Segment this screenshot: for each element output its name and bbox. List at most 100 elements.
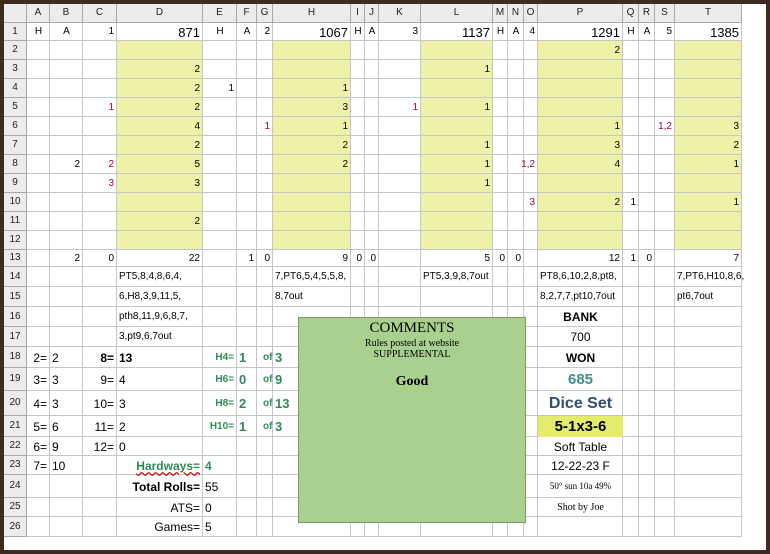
cell-f25[interactable] [237, 498, 257, 517]
cell-j10[interactable] [365, 193, 379, 212]
cell-e26[interactable] [203, 517, 237, 537]
cell-k13[interactable] [379, 250, 421, 267]
cell-b22[interactable] [50, 437, 83, 456]
cell-q18[interactable] [623, 347, 639, 368]
cell-f21[interactable] [237, 416, 257, 437]
cell-i2[interactable] [351, 41, 365, 60]
cell-q4[interactable] [623, 79, 639, 98]
cell-q20[interactable] [623, 391, 639, 416]
cell-g10[interactable] [257, 193, 273, 212]
cell-p16[interactable] [538, 307, 623, 327]
cell-l6[interactable] [421, 117, 493, 136]
cell-c24[interactable] [83, 475, 117, 498]
cell-r13[interactable] [639, 250, 655, 267]
cell-b5[interactable] [50, 98, 83, 117]
column-header-s[interactable]: S [655, 4, 675, 23]
cell-s25[interactable] [655, 498, 675, 517]
cell-o13[interactable] [524, 250, 538, 267]
cell-o17[interactable] [524, 327, 538, 347]
cell-b14[interactable] [50, 267, 83, 287]
cell-g11[interactable] [257, 212, 273, 231]
cell-r19[interactable] [639, 368, 655, 391]
select-all-corner[interactable] [4, 4, 27, 23]
cell-q17[interactable] [623, 327, 639, 347]
cell-n5[interactable] [508, 98, 524, 117]
cell-p6[interactable] [538, 117, 623, 136]
cell-i26[interactable] [351, 517, 365, 537]
column-header-t[interactable]: T [675, 4, 742, 23]
column-header-h[interactable]: H [273, 4, 351, 23]
cell-b25[interactable] [50, 498, 83, 517]
cell-i12[interactable] [351, 231, 365, 250]
cell-t8[interactable] [675, 155, 742, 174]
cell-b4[interactable] [50, 79, 83, 98]
cell-o12[interactable] [524, 231, 538, 250]
cell-f19[interactable] [237, 368, 257, 391]
cell-i10[interactable] [351, 193, 365, 212]
cell-b10[interactable] [50, 193, 83, 212]
cell-o18[interactable] [524, 347, 538, 368]
cell-t9[interactable] [675, 174, 742, 193]
cell-f1[interactable] [237, 23, 257, 41]
cell-d9[interactable] [117, 174, 203, 193]
cell-l15[interactable] [421, 287, 493, 307]
row-header-7[interactable]: 7 [4, 136, 27, 155]
cell-n15[interactable] [508, 287, 524, 307]
cell-r20[interactable] [639, 391, 655, 416]
cell-p8[interactable] [538, 155, 623, 174]
cell-b13[interactable] [50, 250, 83, 267]
cell-n13[interactable] [508, 250, 524, 267]
cell-g24[interactable] [257, 475, 273, 498]
cell-q19[interactable] [623, 368, 639, 391]
cell-h5[interactable] [273, 98, 351, 117]
row-header-18[interactable]: 18 [4, 347, 27, 368]
cell-e13[interactable] [203, 250, 237, 267]
cell-q6[interactable] [623, 117, 639, 136]
row-header-26[interactable]: 26 [4, 517, 27, 537]
cell-b19[interactable] [50, 368, 83, 391]
cell-g2[interactable] [257, 41, 273, 60]
cell-q7[interactable] [623, 136, 639, 155]
cell-a21[interactable] [27, 416, 50, 437]
cell-j14[interactable] [365, 267, 379, 287]
cell-c16[interactable] [83, 307, 117, 327]
cell-s24[interactable] [655, 475, 675, 498]
cell-s17[interactable] [655, 327, 675, 347]
cell-o7[interactable] [524, 136, 538, 155]
cell-g12[interactable] [257, 231, 273, 250]
cell-r10[interactable] [639, 193, 655, 212]
cell-n10[interactable] [508, 193, 524, 212]
cell-t25[interactable] [675, 498, 742, 517]
cell-j7[interactable] [365, 136, 379, 155]
cell-g17[interactable] [257, 327, 273, 347]
cell-o15[interactable] [524, 287, 538, 307]
cell-d17[interactable] [117, 327, 203, 347]
row-header-24[interactable]: 24 [4, 475, 27, 498]
cell-f17[interactable] [237, 327, 257, 347]
cell-i8[interactable] [351, 155, 365, 174]
cell-f6[interactable] [237, 117, 257, 136]
row-header-17[interactable]: 17 [4, 327, 27, 347]
column-header-e[interactable]: E [203, 4, 237, 23]
cell-r12[interactable] [639, 231, 655, 250]
cell-l14[interactable] [421, 267, 493, 287]
cell-m5[interactable] [493, 98, 508, 117]
cell-o8[interactable] [524, 155, 538, 174]
cell-s15[interactable] [655, 287, 675, 307]
cell-p5[interactable] [538, 98, 623, 117]
cell-o14[interactable] [524, 267, 538, 287]
cell-f14[interactable] [237, 267, 257, 287]
cell-j1[interactable] [365, 23, 379, 41]
cell-d11[interactable] [117, 212, 203, 231]
cell-r14[interactable] [639, 267, 655, 287]
cell-g13[interactable] [257, 250, 273, 267]
cell-q2[interactable] [623, 41, 639, 60]
cell-p4[interactable] [538, 79, 623, 98]
cell-d14[interactable] [117, 267, 203, 287]
cell-a8[interactable] [27, 155, 50, 174]
cell-q12[interactable] [623, 231, 639, 250]
cell-s12[interactable] [655, 231, 675, 250]
cell-k15[interactable] [379, 287, 421, 307]
cell-b17[interactable] [50, 327, 83, 347]
row-header-2[interactable]: 2 [4, 41, 27, 60]
